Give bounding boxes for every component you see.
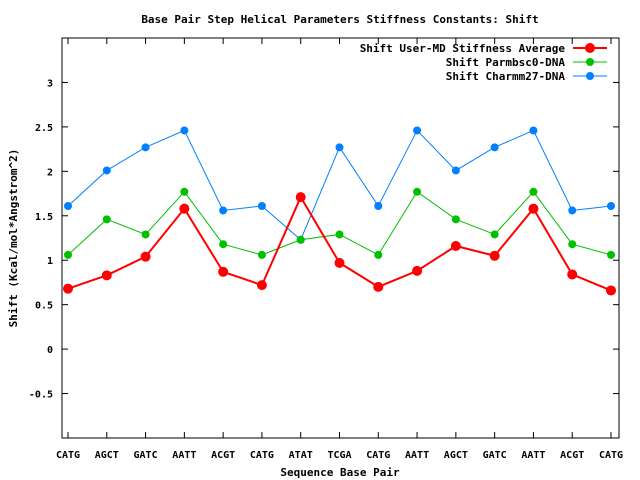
data-point xyxy=(490,143,499,152)
data-point xyxy=(63,283,73,294)
x-tick-label: TCGA xyxy=(327,450,351,461)
data-point xyxy=(568,240,577,249)
data-point xyxy=(64,250,72,259)
data-point xyxy=(335,143,344,152)
data-point xyxy=(219,240,228,249)
data-point xyxy=(101,270,112,281)
data-point xyxy=(374,202,383,210)
data-point xyxy=(335,230,344,239)
data-point xyxy=(102,166,111,175)
data-point xyxy=(179,203,190,214)
data-point xyxy=(141,230,150,239)
data-point xyxy=(568,206,577,215)
x-axis-label: Sequence Base Pair xyxy=(280,466,400,479)
data-point xyxy=(257,202,266,210)
data-point xyxy=(180,187,189,196)
y-tick-label: -0.5 xyxy=(29,390,53,401)
x-tick-label: CATG xyxy=(56,450,80,461)
x-axis: CATG AGCT GATC AATT ACGT CATG ATAT TCGA CATG AATT… xyxy=(56,38,623,461)
y-tick-label: 0 xyxy=(47,345,53,356)
y-axis: -0.5 0 0.5 1 1.5 2 2.5 3 xyxy=(29,78,619,401)
x-tick-label: CATG xyxy=(366,450,390,461)
data-point xyxy=(413,187,422,196)
legend-swatch-marker xyxy=(586,72,594,80)
data-point xyxy=(413,126,422,135)
data-point xyxy=(451,215,460,224)
x-tick-label: ACGT xyxy=(211,450,235,461)
x-tick-label: AGCT xyxy=(95,450,119,461)
legend-swatch-marker xyxy=(586,58,594,66)
legend-label: Shift Parmbsc0-DNA xyxy=(446,56,566,69)
data-point xyxy=(606,285,616,296)
y-tick-label: 0.5 xyxy=(35,301,53,312)
data-point xyxy=(256,280,267,291)
legend-label: Shift User-MD Stiffness Average xyxy=(360,42,566,55)
data-point xyxy=(528,203,539,214)
x-tick-label: CATG xyxy=(599,450,623,461)
data-point xyxy=(374,250,383,259)
x-tick-label: ATAT xyxy=(289,450,313,461)
x-tick-label: GATC xyxy=(134,450,158,461)
x-tick-label: ACGT xyxy=(560,450,584,461)
data-point xyxy=(412,265,423,276)
data-point xyxy=(373,281,384,292)
series-layer xyxy=(63,126,616,296)
data-point xyxy=(607,250,615,259)
data-point xyxy=(334,257,345,268)
legend-label: Shift Charmm27-DNA xyxy=(446,70,566,83)
data-point xyxy=(489,250,500,261)
legend-swatch-marker xyxy=(585,43,595,53)
data-point xyxy=(529,187,538,196)
data-point xyxy=(64,202,72,210)
data-point xyxy=(295,192,306,203)
y-tick-label: 2 xyxy=(47,167,53,178)
data-point xyxy=(529,126,538,135)
data-point xyxy=(219,206,228,215)
series-line xyxy=(67,190,612,256)
data-point xyxy=(567,269,578,280)
data-point xyxy=(141,143,150,152)
x-tick-label: AATT xyxy=(521,450,545,461)
series-1 xyxy=(63,192,616,296)
data-point xyxy=(180,126,189,135)
chart-title: Base Pair Step Helical Parameters Stiffn… xyxy=(141,13,538,26)
y-tick-label: 1 xyxy=(47,256,53,267)
x-tick-label: GATC xyxy=(483,450,507,461)
x-tick-label: AGCT xyxy=(444,450,468,461)
data-point xyxy=(140,251,151,262)
plot-frame xyxy=(61,37,620,439)
series-2 xyxy=(64,187,615,259)
y-axis-label: Shift (Kcal/mol*Angstrom^2) xyxy=(7,149,20,328)
data-point xyxy=(451,166,460,175)
data-point xyxy=(490,230,499,239)
data-point xyxy=(102,215,111,224)
data-point xyxy=(296,235,305,244)
data-point xyxy=(218,266,229,277)
data-point xyxy=(257,250,266,259)
y-tick-label: 2.5 xyxy=(35,123,53,134)
x-tick-label: AATT xyxy=(172,450,196,461)
x-tick-label: CATG xyxy=(250,450,274,461)
series-3 xyxy=(64,126,615,244)
data-point xyxy=(450,241,461,251)
x-tick-label: AATT xyxy=(405,450,429,461)
y-tick-label: 3 xyxy=(47,78,53,89)
data-point xyxy=(607,202,615,210)
y-tick-label: 1.5 xyxy=(35,212,53,223)
